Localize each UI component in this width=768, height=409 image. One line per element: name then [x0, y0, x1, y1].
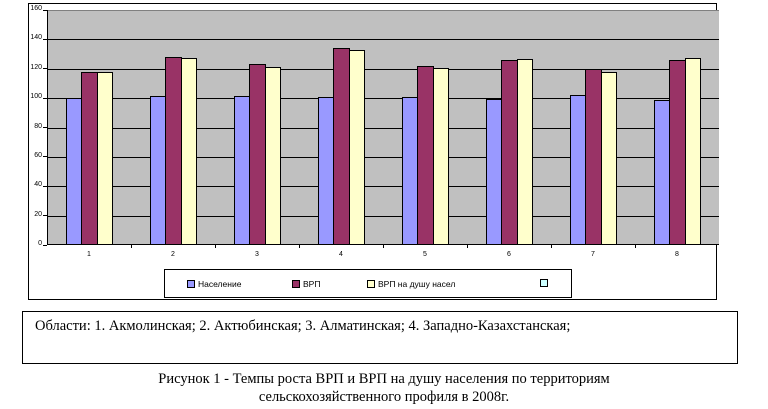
legend-label: ВРП — [303, 279, 321, 289]
x-tick-label: 1 — [87, 251, 91, 258]
legend-item — [540, 279, 551, 287]
bar — [401, 96, 419, 245]
x-tick-label: 3 — [255, 251, 259, 258]
bar — [653, 99, 671, 245]
y-tick-label: 40 — [34, 181, 42, 189]
gridline — [47, 156, 719, 158]
y-tick-label: 120 — [30, 63, 42, 71]
gridline — [47, 39, 719, 41]
caption-line-2: сельскохозяйственного профиля в 2008г. — [258, 389, 510, 405]
x-tick-label: 5 — [423, 251, 427, 258]
gridline — [47, 98, 719, 100]
bar — [585, 68, 602, 245]
bar — [317, 96, 335, 245]
gridline — [47, 215, 719, 217]
y-tick-label: 60 — [34, 151, 42, 159]
legend-label: ВРП на душу насел — [378, 279, 456, 289]
bar — [96, 71, 114, 245]
bar — [249, 63, 266, 245]
bar — [501, 59, 518, 245]
legend-item: ВРП на душу насел — [367, 279, 455, 289]
bar — [233, 95, 251, 245]
y-tick — [43, 97, 47, 99]
y-tick-label: 80 — [34, 122, 42, 130]
y-tick — [43, 156, 47, 158]
y-tick — [43, 127, 47, 128]
legend-item: Население — [187, 279, 241, 289]
bar — [684, 57, 702, 245]
regions-text: Области: 1. Акмолинская; 2. Актюбинская;… — [35, 318, 571, 334]
gridline — [47, 127, 719, 129]
bar — [417, 65, 434, 245]
bar — [669, 59, 686, 245]
x-tick — [467, 244, 468, 248]
y-tick — [43, 215, 47, 217]
y-tick-label: 20 — [34, 210, 42, 218]
bar — [516, 59, 534, 245]
x-tick-label: 4 — [339, 251, 343, 258]
x-tick-label: 7 — [591, 251, 595, 258]
y-tick — [43, 9, 47, 11]
y-tick-label: 160 — [30, 5, 42, 12]
y-tick-label: 140 — [30, 34, 42, 42]
y-tick — [43, 68, 47, 70]
bar — [149, 95, 167, 245]
bar — [180, 58, 198, 245]
y-tick-label: 0 — [38, 240, 42, 247]
legend-swatch — [292, 280, 300, 288]
x-tick — [131, 244, 132, 248]
y-tick — [43, 244, 47, 246]
bar — [600, 71, 618, 245]
x-tick — [383, 244, 384, 248]
bar — [65, 98, 83, 245]
x-tick-label: 6 — [507, 251, 511, 258]
bar — [485, 98, 503, 245]
bar — [165, 57, 182, 245]
y-tick — [43, 38, 47, 40]
legend-swatch — [540, 279, 548, 287]
bar — [264, 66, 282, 245]
legend-swatch — [187, 280, 195, 288]
plot-area — [47, 10, 719, 245]
legend-swatch — [367, 280, 375, 288]
figure-caption: Рисунок 1 - Темпы роста ВРП и ВРП на душ… — [0, 370, 768, 406]
caption-line-1: Рисунок 1 - Темпы роста ВРП и ВРП на душ… — [158, 371, 610, 387]
regions-textbox: Области: 1. Акмолинская; 2. Актюбинская;… — [22, 311, 738, 364]
y-tick — [43, 185, 47, 187]
bar — [432, 68, 450, 245]
x-tick-label: 8 — [675, 251, 679, 258]
bar — [569, 94, 587, 245]
x-tick — [551, 244, 552, 248]
legend-item: ВРП — [292, 279, 320, 289]
legend-label: Население — [198, 279, 242, 289]
y-tick-label: 100 — [30, 93, 42, 101]
y-axis — [47, 10, 48, 245]
x-tick-label: 2 — [171, 251, 175, 258]
x-tick — [299, 244, 300, 248]
chart-legend: Население ВРП ВРП на душу насел — [164, 269, 572, 298]
gridline — [47, 68, 719, 70]
bar — [81, 71, 98, 245]
x-tick — [215, 244, 216, 248]
bar — [348, 49, 366, 245]
gridline — [47, 186, 719, 188]
bar — [333, 48, 350, 245]
x-tick — [635, 244, 636, 248]
